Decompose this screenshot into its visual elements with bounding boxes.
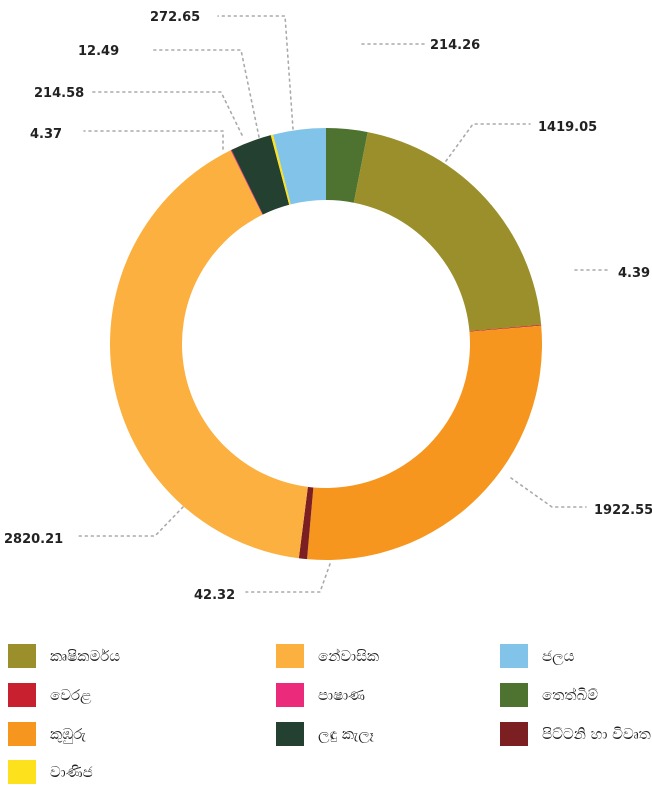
legend-swatch	[276, 644, 304, 668]
legend-label: නේවාසික	[318, 647, 380, 665]
slice-value-label: 272.65	[150, 10, 200, 25]
slice-value-label: 214.26	[430, 38, 480, 53]
label-leader-line	[91, 91, 243, 136]
slice-value-label: 214.58	[34, 86, 84, 101]
label-leader-line	[83, 130, 224, 150]
legend-swatch	[500, 644, 528, 668]
donut-slice	[273, 128, 326, 205]
legend-label: ලඳු කැලෑ	[318, 725, 374, 743]
legend-label: වෙරළ	[50, 686, 92, 704]
donut-slices	[110, 128, 542, 560]
legend-swatch	[500, 722, 528, 746]
legend-label: කෘෂිකර්මය	[50, 647, 121, 665]
label-leader-line	[245, 563, 331, 593]
donut-slice	[110, 150, 308, 559]
legend-swatch	[8, 760, 36, 784]
label-leader-line	[510, 477, 587, 508]
slice-value-label: 4.39	[618, 266, 650, 281]
legend-item: වාණිජ	[8, 760, 93, 784]
slice-value-label: 1419.05	[538, 120, 597, 135]
slice-value-label: 4.37	[30, 127, 62, 142]
legend-swatch	[276, 683, 304, 707]
donut-slice	[326, 128, 368, 203]
legend-item: පාෂාණ	[276, 683, 365, 707]
legend-item: ජලය	[500, 644, 574, 668]
legend-label: කුඹුරු	[50, 725, 86, 743]
label-leader-line	[445, 123, 531, 162]
label-leaders	[75, 15, 609, 593]
legend-label: තෙත්බිම්	[542, 686, 599, 704]
legend-label: පාෂාණ	[318, 686, 366, 704]
legend-swatch	[500, 683, 528, 707]
legend-item: නේවාසික	[276, 644, 379, 668]
donut-slice	[298, 486, 314, 560]
legend-swatch	[8, 722, 36, 746]
legend-item: ලඳු කැලෑ	[276, 722, 374, 746]
label-leader-line	[75, 506, 184, 537]
donut-slice	[230, 149, 263, 215]
donut-chart: 214.26 1419.05 4.39 1922.55 42.32 2820.21 4.37…	[4, 10, 652, 603]
slice-value-label: 12.49	[78, 44, 119, 59]
label-leader-line	[151, 49, 260, 138]
legend-item: පිට්ටනි හා විවෘත භූමි	[500, 722, 652, 746]
legend-item: කුඹුරු	[8, 722, 86, 746]
legend-item: වෙරළ	[8, 683, 92, 707]
legend-label: පිට්ටනි හා විවෘත භූමි	[542, 725, 652, 743]
legend-swatch	[8, 644, 36, 668]
donut-slice	[307, 325, 542, 560]
donut-slice	[469, 324, 542, 332]
donut-slice	[231, 135, 290, 215]
chart-legend: කෘෂිකර්මය නේවාසික ජලය වෙරළ පාෂාණ තෙත්බිම් කුඹු…	[0, 610, 652, 809]
legend-label: ජලය	[542, 647, 575, 665]
legend-label: වාණිජ	[50, 763, 93, 781]
slice-value-label: 2820.21	[4, 532, 63, 547]
donut-slice	[270, 134, 291, 205]
legend-item: කෘෂිකර්මය	[8, 644, 120, 668]
value-labels: 214.26 1419.05 4.39 1922.55 42.32 2820.21 4.37…	[4, 10, 652, 603]
legend-swatch	[276, 722, 304, 746]
legend-item: තෙත්බිම්	[500, 683, 598, 707]
slice-value-label: 1922.55	[594, 503, 652, 518]
label-leader-line	[217, 15, 294, 130]
donut-slice	[353, 132, 542, 332]
legend-swatch	[8, 683, 36, 707]
slice-value-label: 42.32	[194, 588, 235, 603]
